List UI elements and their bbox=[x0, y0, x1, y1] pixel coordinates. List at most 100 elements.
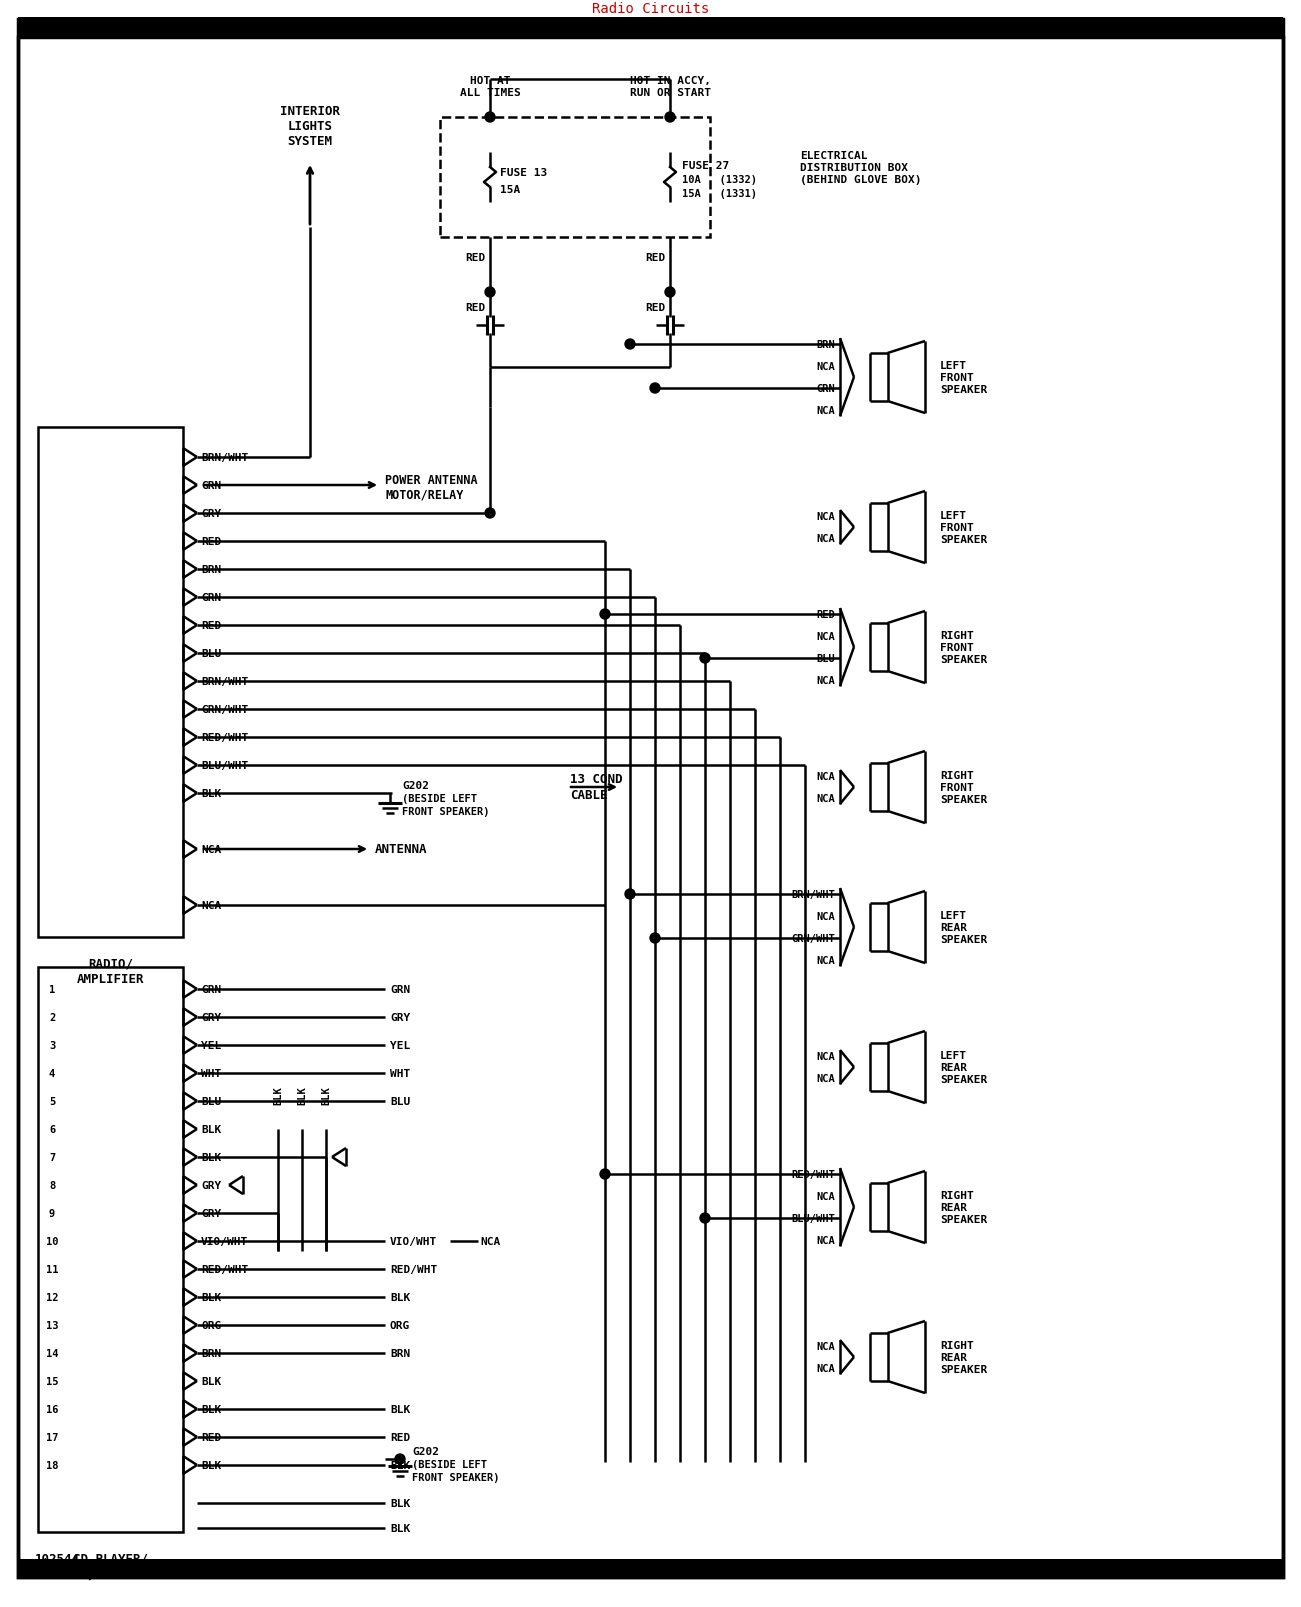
Text: 13: 13 bbox=[46, 1321, 59, 1331]
Text: ANTENNA: ANTENNA bbox=[375, 844, 428, 857]
Text: CD PLAYER/
EQUALIZER: CD PLAYER/ EQUALIZER bbox=[73, 1552, 148, 1580]
Text: NCA: NCA bbox=[816, 771, 835, 781]
Text: VIO/WHT: VIO/WHT bbox=[390, 1236, 437, 1245]
Text: GRY: GRY bbox=[200, 1012, 221, 1022]
Text: NCA: NCA bbox=[816, 534, 835, 543]
Text: BRN: BRN bbox=[200, 564, 221, 575]
Text: 3: 3 bbox=[49, 1040, 55, 1051]
Text: NCA: NCA bbox=[816, 911, 835, 921]
Text: RED: RED bbox=[390, 1432, 410, 1441]
Text: RIGHT
FRONT
SPEAKER: RIGHT FRONT SPEAKER bbox=[941, 632, 987, 664]
Text: NCA: NCA bbox=[816, 632, 835, 641]
Circle shape bbox=[624, 889, 635, 900]
Text: 8: 8 bbox=[49, 1180, 55, 1191]
Text: 17: 17 bbox=[46, 1432, 59, 1441]
Text: BLK: BLK bbox=[200, 1461, 221, 1470]
Text: BLK: BLK bbox=[390, 1461, 410, 1470]
Text: 12: 12 bbox=[46, 1292, 59, 1302]
Text: NCA: NCA bbox=[816, 405, 835, 416]
Text: NCA: NCA bbox=[816, 511, 835, 522]
Text: NCA: NCA bbox=[200, 844, 221, 855]
Text: RED: RED bbox=[464, 252, 485, 264]
Text: 2: 2 bbox=[49, 1012, 55, 1022]
Text: NCA: NCA bbox=[816, 362, 835, 371]
Text: 10: 10 bbox=[46, 1236, 59, 1245]
Text: NCA: NCA bbox=[816, 1236, 835, 1245]
Text: NCA: NCA bbox=[816, 1073, 835, 1083]
Text: BLK: BLK bbox=[321, 1086, 330, 1104]
Text: ORG: ORG bbox=[200, 1321, 221, 1331]
Text: FRONT SPEAKER): FRONT SPEAKER) bbox=[402, 807, 489, 816]
Text: BRN/WHT: BRN/WHT bbox=[200, 453, 248, 463]
Text: RED/WHT: RED/WHT bbox=[390, 1265, 437, 1274]
Text: GRN: GRN bbox=[200, 593, 221, 603]
Text: BLU/WHT: BLU/WHT bbox=[791, 1213, 835, 1223]
Text: 11: 11 bbox=[46, 1265, 59, 1274]
Text: WHT: WHT bbox=[390, 1069, 410, 1078]
Text: NCA: NCA bbox=[816, 794, 835, 804]
Text: BRN/WHT: BRN/WHT bbox=[791, 889, 835, 900]
Text: RED: RED bbox=[200, 1432, 221, 1441]
Text: 14: 14 bbox=[46, 1348, 59, 1358]
Text: ELECTRICAL
DISTRIBUTION BOX
(BEHIND GLOVE BOX): ELECTRICAL DISTRIBUTION BOX (BEHIND GLOV… bbox=[800, 151, 921, 185]
Text: RIGHT
FRONT
SPEAKER: RIGHT FRONT SPEAKER bbox=[941, 771, 987, 804]
Text: FUSE 27: FUSE 27 bbox=[682, 161, 730, 170]
Text: LEFT
FRONT
SPEAKER: LEFT FRONT SPEAKER bbox=[941, 362, 987, 394]
Text: RED/WHT: RED/WHT bbox=[200, 733, 248, 742]
Bar bbox=[18, 18, 1283, 40]
Circle shape bbox=[624, 339, 635, 350]
Text: BLK: BLK bbox=[200, 1405, 221, 1414]
Text: CABLE: CABLE bbox=[570, 789, 608, 802]
Text: NCA: NCA bbox=[816, 1342, 835, 1351]
Text: BRN: BRN bbox=[200, 1348, 221, 1358]
Text: POWER ANTENNA: POWER ANTENNA bbox=[385, 472, 477, 487]
Text: NCA: NCA bbox=[816, 1051, 835, 1061]
Text: BLK: BLK bbox=[390, 1498, 410, 1507]
Text: BLK: BLK bbox=[390, 1405, 410, 1414]
Text: GRY: GRY bbox=[200, 1208, 221, 1218]
Text: RED: RED bbox=[816, 609, 835, 620]
Circle shape bbox=[600, 1170, 610, 1180]
Text: NCA: NCA bbox=[816, 1363, 835, 1372]
Text: 9: 9 bbox=[49, 1208, 55, 1218]
Text: 4: 4 bbox=[49, 1069, 55, 1078]
Text: 10A   (1332): 10A (1332) bbox=[682, 175, 757, 185]
Text: BLK: BLK bbox=[200, 1292, 221, 1302]
Circle shape bbox=[485, 112, 494, 122]
Text: INTERIOR
LIGHTS
SYSTEM: INTERIOR LIGHTS SYSTEM bbox=[280, 104, 340, 148]
Text: BLK: BLK bbox=[200, 1152, 221, 1162]
Text: (BESIDE LEFT: (BESIDE LEFT bbox=[412, 1459, 487, 1469]
Circle shape bbox=[700, 654, 710, 664]
Text: RED/WHT: RED/WHT bbox=[791, 1170, 835, 1180]
Text: HOT AT
ALL TIMES: HOT AT ALL TIMES bbox=[459, 77, 520, 98]
Text: RED/WHT: RED/WHT bbox=[200, 1265, 248, 1274]
Text: BRN/WHT: BRN/WHT bbox=[200, 677, 248, 686]
Circle shape bbox=[485, 509, 494, 519]
Text: GRN/WHT: GRN/WHT bbox=[200, 704, 248, 715]
Text: BRN: BRN bbox=[816, 339, 835, 350]
Text: 16: 16 bbox=[46, 1405, 59, 1414]
Text: GRN/WHT: GRN/WHT bbox=[791, 934, 835, 943]
Text: LEFT
REAR
SPEAKER: LEFT REAR SPEAKER bbox=[941, 1051, 987, 1085]
Circle shape bbox=[665, 288, 675, 297]
Text: VIO/WHT: VIO/WHT bbox=[200, 1236, 248, 1245]
Text: RED: RED bbox=[464, 302, 485, 313]
Text: NCA: NCA bbox=[816, 675, 835, 686]
Text: RIGHT
REAR
SPEAKER: RIGHT REAR SPEAKER bbox=[941, 1340, 987, 1374]
Circle shape bbox=[485, 288, 494, 297]
Text: (BESIDE LEFT: (BESIDE LEFT bbox=[402, 794, 477, 804]
Text: NCA: NCA bbox=[816, 956, 835, 966]
Text: RED: RED bbox=[645, 252, 665, 264]
Text: 18: 18 bbox=[46, 1461, 59, 1470]
Bar bbox=[38, 967, 183, 1531]
Text: WHT: WHT bbox=[200, 1069, 221, 1078]
Text: 5: 5 bbox=[49, 1096, 55, 1106]
Text: RIGHT
REAR
SPEAKER: RIGHT REAR SPEAKER bbox=[941, 1191, 987, 1225]
Bar bbox=[38, 427, 183, 937]
Text: YEL: YEL bbox=[390, 1040, 410, 1051]
Text: HOT IN ACCY,
RUN OR START: HOT IN ACCY, RUN OR START bbox=[630, 77, 710, 98]
Text: ORG: ORG bbox=[390, 1321, 410, 1331]
Text: NCA: NCA bbox=[480, 1236, 501, 1245]
Circle shape bbox=[665, 112, 675, 122]
Circle shape bbox=[650, 934, 660, 943]
